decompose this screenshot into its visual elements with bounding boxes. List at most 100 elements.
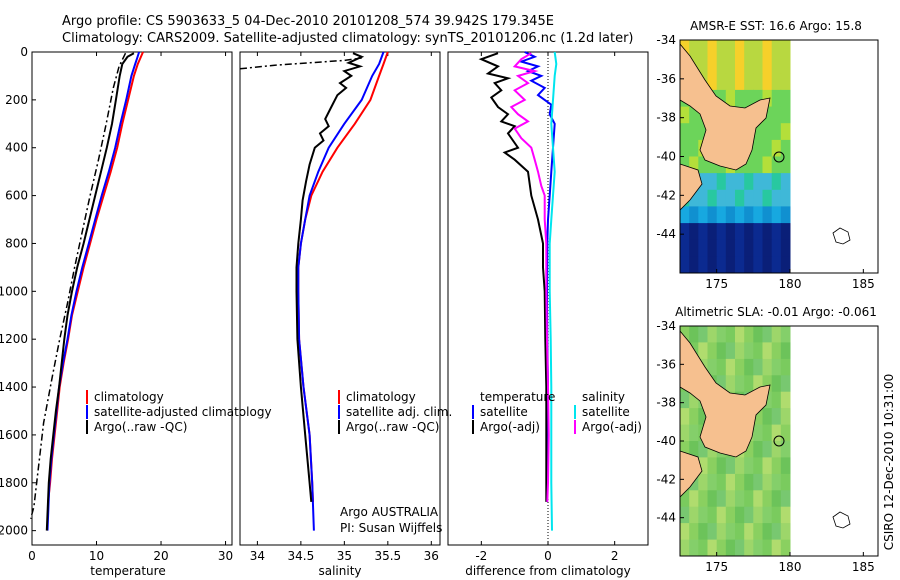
- salinity-panel: 34 34.5 35 35.5 36 salinity climatology sate…: [239, 51, 452, 578]
- field-cell: [780, 223, 791, 241]
- field-cell: [716, 506, 727, 524]
- series-line: [478, 52, 548, 502]
- field-cell: [753, 506, 763, 524]
- field-cell: [753, 490, 763, 508]
- field-cell: [753, 424, 763, 442]
- field-cell: [762, 523, 773, 540]
- field-cell: [771, 506, 782, 524]
- x-tick-label: 30: [218, 549, 233, 563]
- argo-program-label: Argo AUSTRALIA: [340, 505, 439, 519]
- field-cell: [780, 156, 791, 174]
- field-cell: [762, 506, 773, 524]
- field-cell: [698, 326, 708, 343]
- field-cell: [680, 223, 690, 241]
- field-cell: [735, 506, 745, 524]
- field-cell: [707, 539, 718, 557]
- y-tick-label: 1800: [0, 476, 28, 490]
- sla-map-panel: Altimetric SLA: -0.01 Argo: -0.061 175 18…: [656, 305, 879, 574]
- difference-panel: -2 0 2 difference from climatology tempera…: [447, 51, 649, 578]
- field-cell: [698, 490, 708, 508]
- field-cell: [689, 239, 699, 257]
- salinity-lines: [239, 51, 389, 531]
- field-cell: [762, 408, 773, 425]
- argo-float-position: [773, 435, 785, 447]
- field-cell: [771, 457, 782, 475]
- field-cell: [780, 256, 791, 274]
- field-cell: [725, 358, 736, 376]
- sst-map-title: AMSR-E SST: 16.6 Argo: 15.8: [690, 19, 862, 33]
- temperature-plot-frame: [31, 51, 233, 546]
- field-cell: [771, 40, 782, 58]
- field-cell: [707, 342, 718, 360]
- field-cell: [680, 156, 690, 174]
- field-cell: [735, 73, 745, 91]
- field-cell: [753, 408, 763, 425]
- legend-argo: Argo(..raw -QC): [94, 420, 187, 434]
- field-cell: [762, 358, 773, 376]
- field-cell: [762, 239, 773, 257]
- field-cell: [689, 123, 699, 141]
- field-cell: [753, 73, 763, 91]
- field-cell: [680, 490, 690, 508]
- field-cell: [762, 342, 773, 360]
- field-cell: [680, 206, 690, 224]
- field-cell: [780, 239, 791, 257]
- field-cell: [780, 358, 791, 376]
- field-cell: [780, 342, 791, 360]
- field-cell: [744, 490, 754, 508]
- field-cell: [707, 189, 718, 207]
- field-cell: [762, 424, 773, 442]
- field-cell: [698, 441, 708, 458]
- field-cell: [744, 506, 754, 524]
- field-cell: [725, 206, 736, 224]
- field-cell: [753, 206, 763, 224]
- field-cell: [716, 490, 727, 508]
- field-cell: [753, 539, 763, 557]
- field-cell: [762, 375, 773, 393]
- field-cell: [780, 539, 791, 557]
- sst-map-ticks: 175 180 185 -34 -36 -38 -40 -42 -44: [656, 33, 874, 291]
- series-line: [45, 52, 135, 531]
- salinity-plot-frame: [239, 51, 441, 546]
- field-cell: [725, 326, 736, 343]
- field-cell: [744, 156, 754, 174]
- field-cell: [762, 40, 773, 58]
- field-cell: [689, 40, 699, 58]
- field-cell: [780, 106, 791, 124]
- argo-pi-label: PI: Susan Wijffels: [340, 521, 442, 535]
- x-tick-label: 2: [611, 549, 619, 563]
- field-cell: [689, 223, 699, 241]
- field-cell: [771, 539, 782, 557]
- series-line: [509, 52, 550, 502]
- field-cell: [680, 408, 690, 425]
- y-tick-label: 1000: [0, 284, 28, 298]
- field-cell: [771, 223, 782, 241]
- y-tick-label: -44: [656, 227, 676, 241]
- field-cell: [753, 56, 763, 74]
- field-cell: [707, 156, 718, 174]
- field-cell: [725, 457, 736, 475]
- series-line: [297, 51, 389, 502]
- field-cell: [680, 40, 690, 58]
- field-cell: [680, 506, 690, 524]
- field-cell: [735, 523, 745, 540]
- temperature-lines: [29, 51, 144, 531]
- field-cell: [707, 457, 718, 475]
- field-cell: [771, 473, 782, 491]
- x-tick-label: 20: [153, 549, 168, 563]
- field-cell: [725, 523, 736, 540]
- field-cell: [771, 391, 782, 409]
- field-cell: [735, 473, 745, 491]
- x-tick-label: 185: [852, 560, 875, 574]
- y-tick-label: -42: [656, 472, 676, 486]
- x-tick-label: 34: [250, 549, 265, 563]
- field-cell: [707, 73, 718, 91]
- x-tick-label: 175: [705, 277, 728, 291]
- field-cell: [716, 89, 727, 107]
- field-cell: [780, 40, 791, 58]
- field-cell: [780, 506, 791, 524]
- field-cell: [698, 206, 708, 224]
- field-cell: [689, 189, 699, 207]
- series-line: [239, 57, 362, 70]
- field-cell: [698, 256, 708, 274]
